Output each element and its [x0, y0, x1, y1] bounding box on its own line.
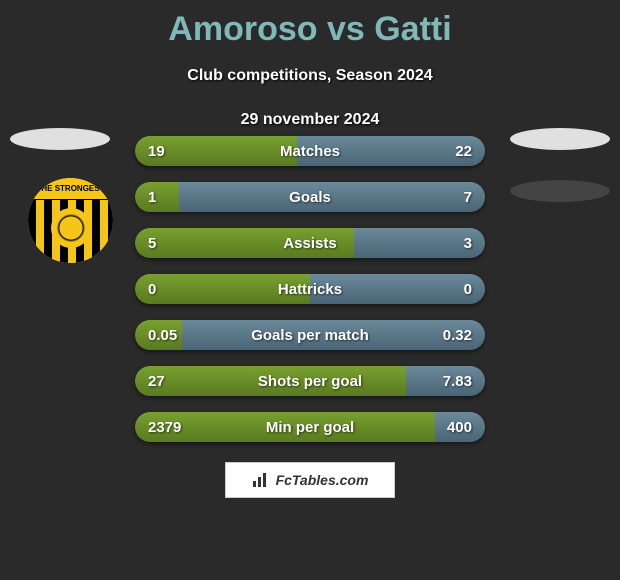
stat-row: 0.050.32Goals per match	[135, 320, 485, 350]
chart-icon	[252, 471, 270, 489]
stat-row: 2379400Min per goal	[135, 412, 485, 442]
stat-label: Goals	[135, 182, 485, 212]
stat-label: Goals per match	[135, 320, 485, 350]
stat-row: 00Hattricks	[135, 274, 485, 304]
site-badge[interactable]: FcTables.com	[225, 462, 395, 498]
site-name: FcTables.com	[276, 472, 369, 488]
stat-row: 277.83Shots per goal	[135, 366, 485, 396]
stat-label: Assists	[135, 228, 485, 258]
stat-label: Min per goal	[135, 412, 485, 442]
stats-list: 1922Matches 17Goals 53Assists 00Hattricks 0.…	[0, 120, 620, 498]
stat-row: 1922Matches	[135, 136, 485, 166]
stat-label: Shots per goal	[135, 366, 485, 396]
stat-label: Matches	[135, 136, 485, 166]
page-subtitle: Club competitions, Season 2024	[0, 67, 620, 85]
stat-label: Hattricks	[135, 274, 485, 304]
stat-row: 17Goals	[135, 182, 485, 212]
comparison-widget: Amoroso vs Gatti Club competitions, Seas…	[0, 0, 620, 580]
page-title: Amoroso vs Gatti	[0, 0, 620, 49]
stat-row: 53Assists	[135, 228, 485, 258]
